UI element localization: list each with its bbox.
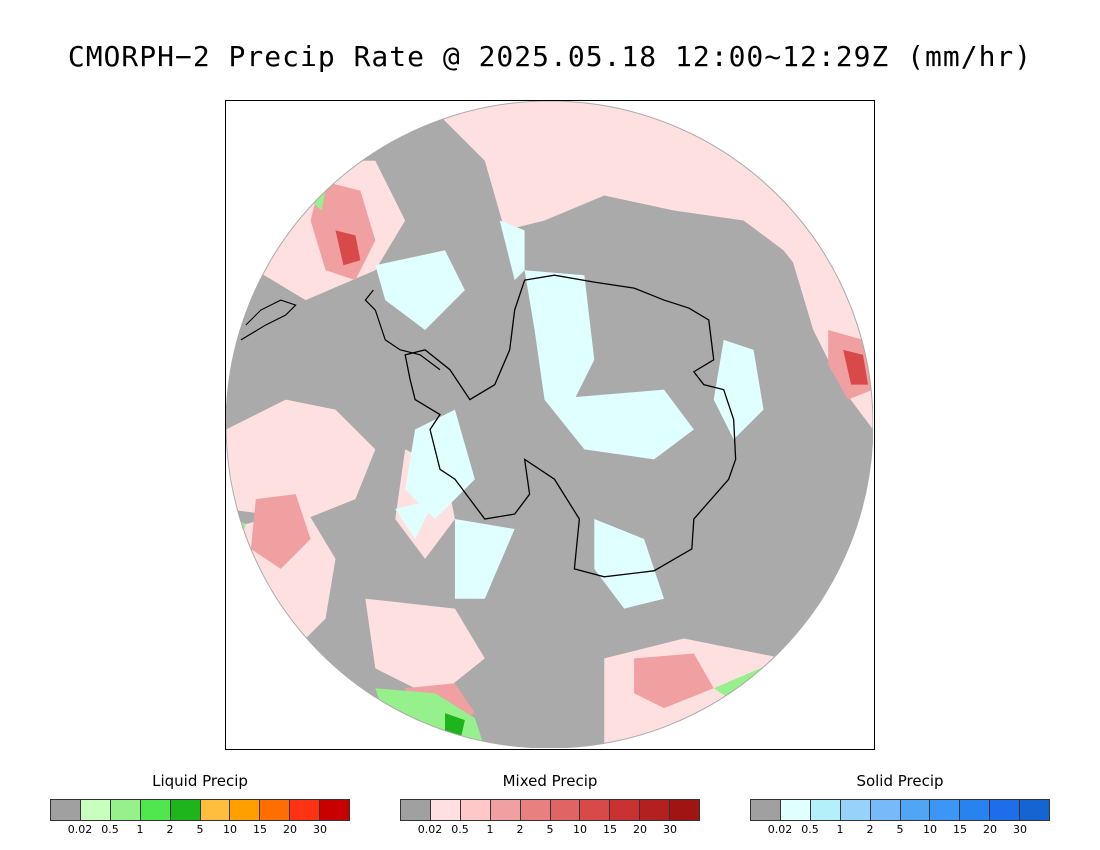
legend-swatch <box>780 800 811 820</box>
legend-swatch <box>51 800 81 820</box>
legend-swatch <box>80 800 111 820</box>
legend-swatch <box>200 800 231 820</box>
tick-label: 0.5 <box>801 823 819 836</box>
tick-label: 0.5 <box>451 823 469 836</box>
legend-title: Solid Precip <box>856 772 944 790</box>
tick-label: 2 <box>516 823 524 836</box>
legend-swatch <box>550 800 581 820</box>
tick-label: 20 <box>983 823 997 836</box>
tick-labels: 0.02 0.5 1 2 5 10 15 20 30 <box>400 821 700 836</box>
polar-precip-map <box>225 100 875 750</box>
antarctica-coastline <box>404 274 737 578</box>
solid-precip <box>375 220 764 609</box>
tick-label: 20 <box>283 823 297 836</box>
legend-swatch <box>610 800 641 820</box>
south-america-coastline <box>240 299 297 341</box>
legend-swatch <box>870 800 901 820</box>
tick-label: 10 <box>573 823 587 836</box>
tick-label: 30 <box>663 823 677 836</box>
tick-label: 10 <box>223 823 237 836</box>
legend-swatch <box>260 800 291 820</box>
tick-label: 1 <box>136 823 144 836</box>
map-canvas <box>226 101 873 748</box>
legend-swatch <box>640 800 671 820</box>
legend-swatch <box>751 800 781 820</box>
legend-swatch <box>810 800 841 820</box>
legend-swatch <box>990 800 1021 820</box>
tick-label: 0.02 <box>417 823 443 836</box>
legend-swatch <box>290 800 321 820</box>
tick-label: 30 <box>1013 823 1027 836</box>
legend-solid: Solid Precip 0.02 0.5 1 2 5 10 15 20 30 <box>750 772 1050 836</box>
color-bar <box>400 799 700 821</box>
tick-labels: 0.02 0.5 1 2 5 10 15 20 30 <box>750 821 1050 836</box>
legend-liquid: Liquid Precip 0.02 0.5 1 2 5 10 15 20 30 <box>50 772 350 836</box>
tick-label: 2 <box>166 823 174 836</box>
legend-swatch <box>490 800 521 820</box>
legend-swatch <box>960 800 991 820</box>
color-bar <box>50 799 350 821</box>
tick-label: 0.02 <box>67 823 93 836</box>
legend-swatch <box>460 800 491 820</box>
legend-swatch <box>580 800 611 820</box>
legend-swatch <box>110 800 141 820</box>
legend-swatch <box>170 800 201 820</box>
legend-swatch <box>1020 800 1050 820</box>
legend-swatch <box>930 800 961 820</box>
legend-swatch <box>840 800 871 820</box>
tick-label: 5 <box>196 823 204 836</box>
tick-label: 15 <box>253 823 267 836</box>
antarctic-peninsula <box>364 289 441 371</box>
legend-swatch <box>401 800 431 820</box>
tick-label: 5 <box>546 823 554 836</box>
tick-label: 30 <box>313 823 327 836</box>
legend-swatch <box>670 800 700 820</box>
legend-swatch <box>140 800 171 820</box>
tick-label: 5 <box>896 823 904 836</box>
legend-swatch <box>900 800 931 820</box>
tick-label: 20 <box>633 823 647 836</box>
legend-title: Liquid Precip <box>152 772 248 790</box>
color-bar <box>750 799 1050 821</box>
map-title: CMORPH−2 Precip Rate @ 2025.05.18 12:00~… <box>67 40 1033 73</box>
legend-mixed: Mixed Precip 0.02 0.5 1 2 5 10 15 20 30 <box>400 772 700 836</box>
tick-label: 15 <box>603 823 617 836</box>
tick-label: 0.02 <box>767 823 793 836</box>
mixed-precip-heavy <box>335 230 869 385</box>
tick-labels: 0.02 0.5 1 2 5 10 15 20 30 <box>50 821 350 836</box>
legend-swatch <box>320 800 350 820</box>
tick-label: 10 <box>923 823 937 836</box>
legend-swatch <box>230 800 261 820</box>
legend-swatch <box>520 800 551 820</box>
legend-title: Mixed Precip <box>502 772 598 790</box>
tick-label: 1 <box>836 823 844 836</box>
tick-label: 0.5 <box>101 823 119 836</box>
legend-swatch <box>430 800 461 820</box>
tick-label: 1 <box>486 823 494 836</box>
tick-label: 15 <box>953 823 967 836</box>
tick-label: 2 <box>866 823 874 836</box>
